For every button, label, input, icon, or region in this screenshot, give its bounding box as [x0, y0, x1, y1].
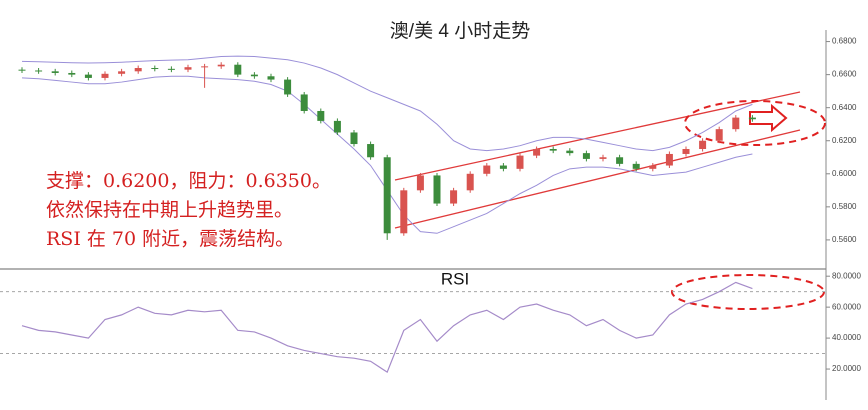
candle-body	[516, 155, 524, 169]
y-tick-label: 0.5600	[832, 235, 857, 244]
candle-body	[250, 74, 258, 77]
candle-body	[433, 175, 441, 204]
candle-body	[151, 68, 159, 70]
candle-body	[51, 71, 59, 73]
candle-body	[483, 165, 491, 174]
candle-body	[748, 117, 756, 120]
y-tick-label: 0.6800	[832, 37, 857, 46]
candle-body	[217, 64, 225, 67]
trend-arrow	[749, 103, 788, 133]
candle-body	[649, 165, 657, 169]
candle-body	[167, 68, 175, 70]
y-tick-label: 0.6000	[832, 169, 857, 178]
candle-body	[383, 157, 391, 234]
highlight-ellipse	[671, 274, 825, 310]
candle-body	[284, 79, 292, 95]
y-tick-label: 80.0000	[832, 271, 861, 280]
bollinger-band	[21, 55, 753, 152]
candle-body	[68, 72, 76, 75]
candle-body	[317, 110, 325, 121]
candle-body	[101, 73, 109, 78]
candle-body	[234, 64, 242, 75]
candle-body	[665, 153, 673, 166]
y-tick-label: 40.0000	[832, 333, 861, 342]
candle-body	[267, 76, 275, 80]
trend-channel	[394, 91, 801, 229]
candle-body	[416, 175, 424, 191]
candle-body	[582, 153, 590, 159]
chart-title: 澳/美 4 小时走势	[390, 20, 530, 42]
candle-body	[184, 67, 192, 70]
candle-body	[499, 165, 507, 169]
candle-body	[84, 74, 92, 78]
rsi-line	[21, 281, 753, 374]
candle-body	[118, 71, 126, 74]
candle-body	[201, 66, 209, 68]
annotation: 依然保持在中期上升趋势里。	[46, 199, 293, 221]
candle-body	[367, 144, 375, 158]
panel-title: RSI	[441, 269, 469, 288]
candle-body	[35, 70, 43, 72]
candle-body	[400, 190, 408, 234]
candle-body	[134, 68, 142, 72]
highlight-ellipse	[684, 100, 826, 146]
candle-body	[18, 69, 26, 71]
candle-body	[616, 157, 624, 164]
candle-body	[699, 140, 707, 149]
y-tick-label: 0.5800	[832, 202, 857, 211]
candle-body	[566, 150, 574, 154]
y-tick-label: 60.0000	[832, 302, 861, 311]
y-tick-label: 0.6200	[832, 136, 857, 145]
candle-body	[732, 117, 740, 130]
candle-body	[549, 149, 557, 151]
candle-body	[533, 149, 541, 156]
y-tick-label: 0.6600	[832, 70, 857, 79]
y-tick-label: 20.0000	[832, 364, 861, 373]
y-tick-label: 0.6400	[832, 103, 857, 112]
candle-body	[450, 190, 458, 204]
candle-body	[466, 173, 474, 191]
candle-body	[300, 94, 308, 111]
candle-body	[350, 132, 358, 145]
candle-body	[599, 157, 607, 159]
annotation: 支撑：0.6200，阻力：0.6350。	[46, 170, 331, 192]
candle-body	[333, 120, 341, 133]
annotation: RSI 在 70 附近，震荡结构。	[46, 228, 294, 250]
candle-body	[632, 163, 640, 169]
candle-body	[682, 149, 690, 154]
candle-body	[715, 129, 723, 141]
